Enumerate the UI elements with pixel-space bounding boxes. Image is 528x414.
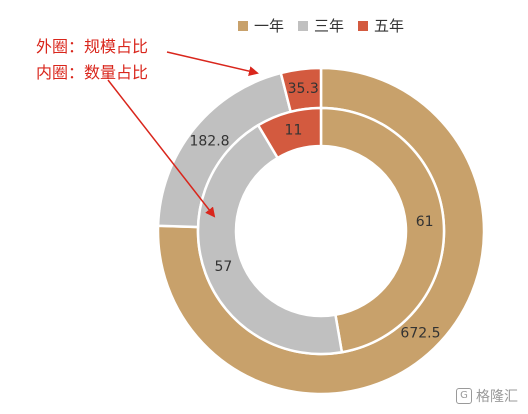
outer-annotation-arrow xyxy=(166,51,259,77)
inner-ring-slice-3yr xyxy=(196,123,344,356)
legend-label-1yr: 一年 xyxy=(254,17,285,35)
legend-label-3yr: 三年 xyxy=(314,17,345,35)
outer-ring-label-1yr: 672.5 xyxy=(400,326,440,342)
inner-ring-slice-1yr xyxy=(319,106,446,354)
legend-item-3yr: 三年 xyxy=(298,15,344,36)
outer-ring-label-3yr: 182.8 xyxy=(189,133,229,149)
legend-item-5yr: 五年 xyxy=(358,15,404,36)
outer-ring-label-5yr: 35.3 xyxy=(288,81,319,97)
legend-swatch-3yr xyxy=(298,20,309,31)
inner-ring-label-5yr: 11 xyxy=(285,123,303,139)
inner-ring-label-3yr: 57 xyxy=(215,259,233,275)
watermark-logo-icon: G xyxy=(456,388,472,404)
watermark-text: 格隆汇 xyxy=(476,389,518,405)
inner-ring-slice-5yr xyxy=(256,106,323,160)
legend-label-5yr: 五年 xyxy=(374,17,405,35)
legend-swatch-1yr xyxy=(238,20,248,31)
data-labels-group: 672.5 182.8 35.3 61 57 11 xyxy=(189,81,440,342)
legend-swatch-5yr xyxy=(358,20,369,31)
outer-ring-annotation: 外圈：规模占比 xyxy=(36,37,149,56)
inner-ring-annotation: 内圈：数量占比 xyxy=(36,63,149,82)
watermark: G 格隆汇 xyxy=(456,386,518,406)
legend-item-1yr: 一年 xyxy=(238,15,284,36)
legend: 一年 三年 五年 xyxy=(238,15,404,36)
rings-group xyxy=(156,66,486,396)
inner-ring-label-1yr: 61 xyxy=(416,214,434,230)
inner-annotation-arrow xyxy=(107,79,216,218)
